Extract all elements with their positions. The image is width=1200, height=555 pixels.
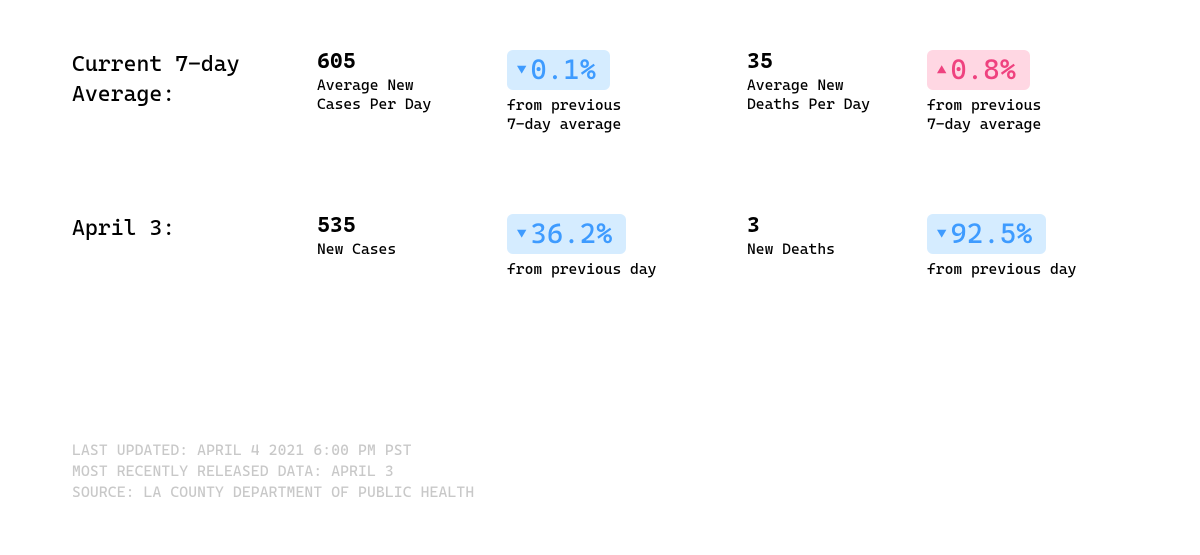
stat-description: New Cases (317, 240, 487, 259)
stat-value: 35 (747, 50, 907, 74)
stat-value: 535 (317, 214, 487, 238)
change-block: ▼0.1% from previous7-day average (507, 50, 727, 134)
change-subtext: from previous7-day average (927, 96, 1147, 134)
stat-block: 3 New Deaths (747, 214, 907, 259)
change-block: ▼36.2% from previous day (507, 214, 727, 279)
change-block: ▼92.5% from previous day (927, 214, 1147, 279)
change-percent: 0.8% (950, 56, 1016, 84)
stat-value: 3 (747, 214, 907, 238)
stat-row: April 3:535New Cases▼36.2%from previous … (72, 214, 1140, 279)
change-subtext: from previous day (927, 260, 1147, 279)
triangle-down-icon: ▼ (517, 62, 526, 78)
change-percent: 0.1% (530, 56, 596, 84)
stat-block: 35Average NewDeaths Per Day (747, 50, 907, 114)
change-badge: ▼36.2% (507, 214, 626, 254)
change-percent: 36.2% (530, 220, 612, 248)
stat-description: Average NewDeaths Per Day (747, 76, 907, 114)
stat-block: 605Average NewCases Per Day (317, 50, 487, 114)
stat-description: Average NewCases Per Day (317, 76, 487, 114)
footer: LAST UPDATED: APRIL 4 2021 6:00 PM PST M… (72, 440, 474, 503)
triangle-down-icon: ▼ (937, 226, 946, 242)
triangle-down-icon: ▼ (517, 226, 526, 242)
footer-updated: LAST UPDATED: APRIL 4 2021 6:00 PM PST (72, 440, 474, 461)
change-percent: 92.5% (950, 220, 1032, 248)
stat-block: 535 New Cases (317, 214, 487, 259)
stat-row: Current 7-dayAverage: 605Average NewCases… (72, 50, 1140, 134)
stat-description: New Deaths (747, 240, 907, 259)
row-label: April 3: (72, 214, 297, 244)
change-subtext: from previous7-day average (507, 96, 727, 134)
stat-value: 605 (317, 50, 487, 74)
change-badge: ▼0.1% (507, 50, 610, 90)
change-badge: ▼92.5% (927, 214, 1046, 254)
footer-source: SOURCE: LA COUNTY DEPARTMENT OF PUBLIC H… (72, 482, 474, 503)
change-block: ▲0.8% from previous7-day average (927, 50, 1147, 134)
change-subtext: from previous day (507, 260, 727, 279)
change-badge: ▲0.8% (927, 50, 1030, 90)
triangle-up-icon: ▲ (937, 62, 946, 78)
row-label: Current 7-dayAverage: (72, 50, 297, 109)
footer-recent-data: MOST RECENTLY RELEASED DATA: APRIL 3 (72, 461, 474, 482)
